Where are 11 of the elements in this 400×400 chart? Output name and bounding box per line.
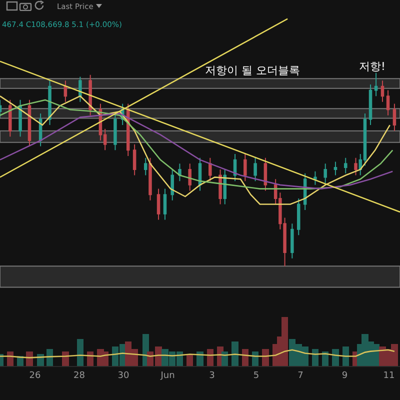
x-tick-label: 26 (29, 370, 42, 381)
annotation: 저항! (359, 60, 386, 73)
x-tick-label: 11 (383, 370, 395, 381)
x-tick-label: 7 (298, 370, 304, 381)
x-tick-label: 28 (74, 370, 86, 381)
x-tick-label: 5 (253, 370, 260, 381)
annotation: 저항이 될 오더블록 (205, 64, 300, 77)
x-tick-label: Jun (160, 370, 175, 381)
x-tick-label: 30 (118, 370, 130, 381)
x-tick-label: 9 (342, 370, 348, 381)
x-tick-label: 3 (209, 370, 215, 381)
